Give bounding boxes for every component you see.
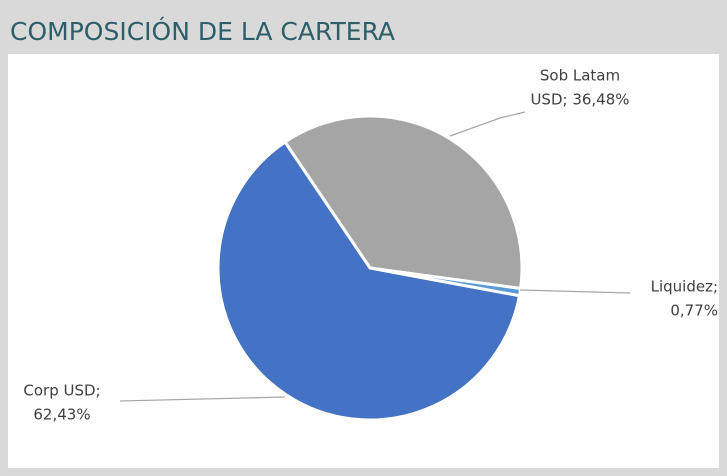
leader-line: [119, 396, 286, 402]
leader-line: [519, 289, 631, 294]
chart-title: COMPOSICIÓN DE LA CARTERA: [10, 16, 395, 46]
data-label: Corp USD;: [23, 382, 100, 400]
data-label: Liquidez;: [651, 278, 718, 296]
pie-slice: [216, 139, 522, 422]
data-label: 0,77%: [670, 302, 718, 320]
data-label: USD; 36,48%: [530, 91, 629, 109]
data-label: 62,43%: [33, 406, 90, 424]
data-label: Sob Latam: [540, 67, 620, 85]
pie-slice: [282, 114, 524, 291]
leader-line: [449, 111, 526, 137]
